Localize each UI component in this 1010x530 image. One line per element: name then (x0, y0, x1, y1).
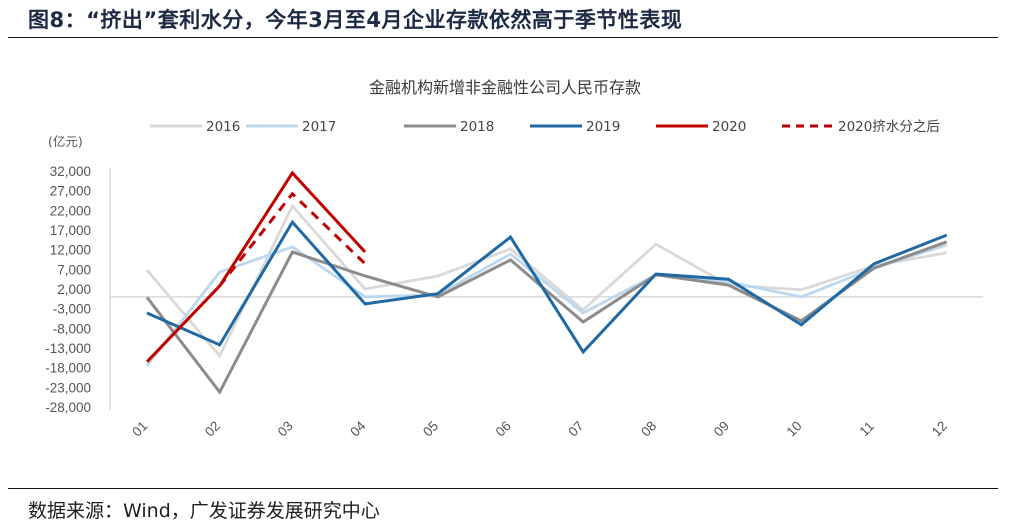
y-tick-label: -3,000 (53, 302, 91, 317)
x-tick-label: 08 (638, 418, 659, 439)
y-tick-label: 12,000 (50, 243, 91, 258)
x-tick-label: 02 (202, 418, 223, 439)
y-tick-label: 2,000 (57, 282, 91, 297)
chart-title: 金融机构新增非金融性公司人民币存款 (369, 78, 641, 97)
legend-label: 2018 (460, 119, 494, 135)
line-chart: 金融机构新增非金融性公司人民币存款 2016 2017 2018 2019 2020 202… (45, 78, 983, 440)
legend-label: 2016 (206, 119, 240, 135)
top-divider (8, 37, 998, 38)
x-tick-label: 07 (565, 418, 586, 439)
y-tick-label: -23,000 (45, 380, 91, 395)
legend-label: 2020挤水分之后 (838, 119, 940, 135)
x-tick-label: 01 (129, 418, 150, 439)
x-tick-label: 11 (857, 419, 878, 440)
x-tick-label: 04 (347, 418, 369, 440)
y-tick-label: 27,000 (50, 184, 91, 199)
series-line-2019 (146, 219, 948, 355)
x-tick-label: 09 (711, 418, 732, 439)
figure-title: 图8：“挤出”套利水分，今年3月至4月企业存款依然高于季节性表现 (28, 8, 683, 32)
y-tick-label: 22,000 (50, 203, 91, 218)
y-tick-label: 17,000 (50, 223, 91, 238)
y-axis-unit: (亿元) (48, 134, 83, 149)
series-line-2020 (145, 170, 367, 363)
y-tick-label: 7,000 (57, 262, 91, 277)
x-tick-label: 10 (784, 418, 805, 439)
series-line-2016 (145, 203, 947, 359)
y-tick-label: -18,000 (45, 361, 91, 376)
y-tick-label: -13,000 (45, 341, 91, 356)
legend-label: 2017 (302, 119, 336, 135)
x-tick-label: 05 (420, 418, 441, 439)
bottom-divider (8, 488, 998, 489)
series-line-2017 (145, 243, 948, 367)
series-line-2020挤水分之后 (218, 191, 367, 287)
legend-label: 2020 (712, 119, 746, 135)
source-note: 数据来源：Wind，广发证券发展研究中心 (28, 500, 380, 522)
y-tick-label: -8,000 (53, 321, 91, 336)
y-tick-label: -28,000 (45, 400, 91, 415)
x-tick-label: 12 (929, 418, 950, 439)
series-line-2018 (145, 240, 948, 395)
y-tick-label: 32,000 (50, 164, 91, 179)
x-tick-label: 06 (493, 418, 514, 439)
legend-label: 2019 (586, 119, 620, 135)
x-tick-label: 03 (275, 418, 296, 439)
